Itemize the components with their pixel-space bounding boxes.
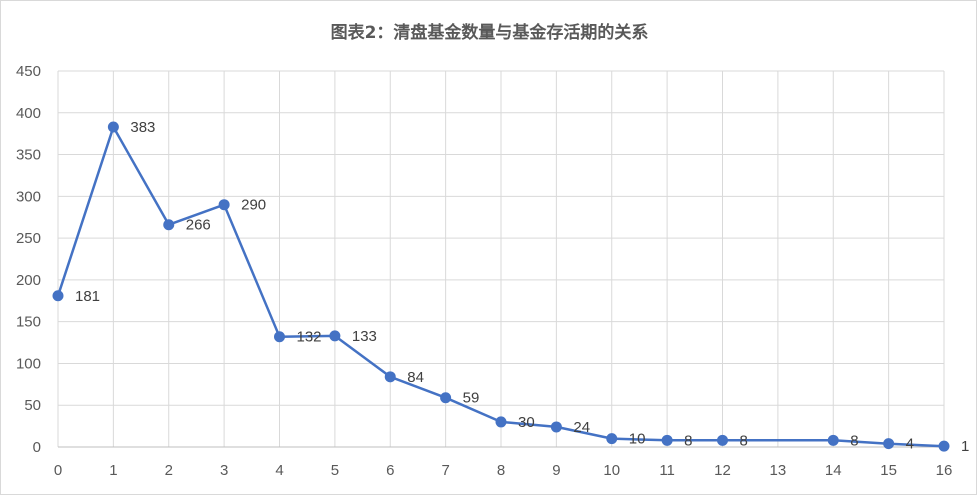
x-tick-label: 4 bbox=[275, 462, 283, 479]
x-tick-label: 16 bbox=[936, 462, 953, 479]
y-tick-label: 50 bbox=[24, 397, 41, 414]
y-tick-label: 300 bbox=[16, 188, 41, 205]
data-point bbox=[163, 219, 175, 231]
data-label: 8 bbox=[850, 432, 858, 449]
x-tick-label: 6 bbox=[386, 462, 394, 479]
x-tick-label: 13 bbox=[770, 462, 787, 479]
x-tick-label: 5 bbox=[331, 462, 339, 479]
y-tick-label: 350 bbox=[16, 147, 41, 164]
data-label: 8 bbox=[684, 432, 692, 449]
data-label: 59 bbox=[463, 390, 480, 407]
data-label: 383 bbox=[130, 119, 155, 136]
data-label: 1 bbox=[961, 438, 969, 455]
data-point bbox=[274, 331, 285, 343]
x-tick-label: 7 bbox=[441, 462, 449, 479]
data-label: 30 bbox=[518, 414, 535, 431]
data-label: 24 bbox=[573, 419, 590, 436]
x-tick-label: 10 bbox=[603, 462, 620, 479]
x-tick-label: 12 bbox=[714, 462, 731, 479]
y-tick-label: 150 bbox=[16, 314, 41, 331]
data-label: 4 bbox=[906, 436, 914, 453]
x-tick-label: 2 bbox=[165, 462, 173, 479]
chart-title: 图表2：清盘基金数量与基金存活期的关系 bbox=[330, 23, 649, 43]
x-tick-label: 3 bbox=[220, 462, 228, 479]
gridlines bbox=[57, 70, 945, 447]
data-point bbox=[107, 121, 119, 133]
data-point bbox=[827, 434, 839, 446]
data-point bbox=[938, 440, 950, 452]
y-tick-label: 250 bbox=[16, 230, 41, 247]
y-tick-label: 0 bbox=[33, 439, 41, 456]
y-tick-label: 100 bbox=[16, 355, 41, 372]
data-point bbox=[717, 434, 728, 446]
x-tick-label: 11 bbox=[659, 462, 675, 479]
data-label: 181 bbox=[75, 288, 100, 305]
data-point bbox=[384, 371, 396, 383]
data-label: 290 bbox=[241, 197, 266, 214]
data-label: 10 bbox=[629, 431, 646, 448]
x-tick-label: 1 bbox=[109, 462, 117, 479]
data-label: 84 bbox=[407, 369, 424, 386]
data-label: 132 bbox=[297, 329, 322, 346]
data-label: 133 bbox=[352, 328, 377, 345]
data-point bbox=[550, 421, 562, 433]
series-line-layer bbox=[56, 125, 945, 448]
data-point bbox=[883, 438, 895, 450]
data-label: 8 bbox=[740, 432, 748, 449]
data-point bbox=[329, 330, 341, 342]
x-tick-label: 14 bbox=[825, 462, 842, 479]
x-tick-label: 8 bbox=[497, 462, 505, 479]
series-line bbox=[56, 125, 945, 448]
x-tick-label: 9 bbox=[552, 462, 560, 479]
data-point bbox=[606, 433, 618, 445]
data-label: 266 bbox=[186, 217, 211, 234]
data-point bbox=[495, 416, 507, 428]
x-tick-label: 15 bbox=[880, 462, 897, 479]
data-point bbox=[440, 392, 452, 404]
data-point bbox=[52, 290, 64, 302]
y-tick-label: 200 bbox=[16, 272, 41, 289]
markers bbox=[52, 121, 950, 452]
x-tick-label: 0 bbox=[54, 462, 62, 479]
y-tick-label: 450 bbox=[16, 63, 41, 80]
data-point bbox=[661, 434, 673, 446]
data-point bbox=[218, 199, 230, 211]
y-tick-label: 400 bbox=[16, 105, 41, 122]
